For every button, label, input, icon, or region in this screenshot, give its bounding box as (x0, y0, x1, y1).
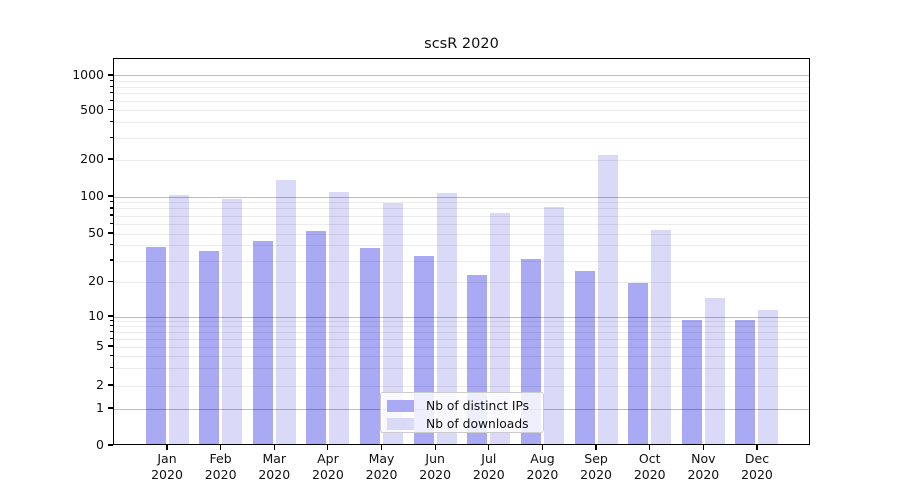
y-minor-tick-mark (110, 85, 113, 87)
y-tick-mark (108, 444, 113, 446)
bar-downloads-jun (436, 193, 457, 444)
x-tick-label-mar: Mar 2020 (258, 451, 291, 482)
bar-distinct-ips-sep (574, 270, 595, 444)
plot-area (113, 58, 810, 445)
legend-row: Nb of distinct IPs (387, 398, 543, 413)
y-tick-mark (108, 108, 113, 111)
y-tick-mark (108, 195, 113, 197)
y-tick-mark (108, 232, 113, 234)
bars-layer (114, 59, 809, 444)
bar-distinct-ips-apr (306, 230, 327, 444)
y-tick-mark (108, 315, 113, 317)
bar-downloads-apr (329, 192, 350, 444)
bar-downloads-aug (543, 206, 564, 444)
y-tick-label: 1 (96, 400, 104, 415)
x-tick-mark (541, 445, 544, 450)
y-tick-mark (108, 407, 113, 409)
x-tick-mark (380, 445, 383, 450)
bar-distinct-ips-mar (252, 241, 273, 444)
x-tick-mark (756, 445, 758, 450)
bar-distinct-ips-may (360, 247, 381, 444)
y-minor-tick-mark (110, 367, 113, 369)
bar-distinct-ips-jan (145, 246, 166, 444)
bar-downloads-oct (651, 229, 672, 444)
x-tick-label-may: May 2020 (365, 451, 398, 482)
x-tick-label-jan: Jan 2020 (151, 451, 183, 482)
y-minor-tick-mark (110, 222, 113, 224)
bar-downloads-jul (490, 212, 511, 444)
y-tick-label: 20 (88, 273, 104, 289)
y-tick-label: 1000 (72, 66, 104, 82)
y-minor-tick-mark (110, 79, 113, 81)
y-minor-tick-mark (110, 319, 113, 322)
legend-label: Nb of downloads (426, 416, 529, 431)
y-tick-mark (108, 384, 113, 386)
y-minor-tick-mark (110, 99, 113, 102)
y-tick-mark (108, 74, 113, 76)
y-minor-tick-mark (110, 259, 113, 261)
bar-distinct-ips-oct (628, 283, 649, 444)
chart-title: scsR 2020 (424, 36, 499, 52)
y-minor-tick-mark (110, 244, 113, 246)
bar-downloads-sep (597, 155, 618, 444)
y-minor-tick-mark (110, 325, 113, 327)
bar-downloads-may (383, 203, 404, 444)
y-tick-label: 50 (88, 225, 104, 240)
bar-distinct-ips-dec (735, 319, 756, 444)
legend-swatch-distinct-ips (387, 399, 414, 412)
y-minor-tick-mark (110, 207, 113, 209)
y-tick-label: 2 (96, 377, 104, 392)
y-tick-label: 500 (80, 101, 104, 117)
bar-downloads-feb (222, 199, 243, 444)
y-minor-tick-mark (110, 354, 113, 357)
x-tick-label-feb: Feb 2020 (204, 451, 237, 482)
y-tick-mark (108, 158, 113, 160)
x-tick-label-jun: Jun 2020 (419, 451, 452, 482)
y-minor-tick-mark (110, 201, 113, 203)
legend: Nb of distinct IPs Nb of downloads (380, 392, 544, 433)
y-tick-mark (108, 345, 113, 347)
x-tick-label-dec: Dec 2020 (741, 451, 773, 482)
x-tick-label-apr: Apr 2020 (312, 451, 344, 482)
x-tick-mark (488, 445, 490, 450)
x-tick-label-sep: Sep 2020 (580, 451, 612, 482)
legend-swatch-downloads (387, 417, 414, 430)
y-minor-tick-mark (110, 214, 113, 216)
y-tick-mark (108, 280, 113, 283)
y-tick-label: 200 (80, 151, 104, 166)
bar-distinct-ips-nov (681, 319, 702, 444)
x-tick-label-jul: Jul 2020 (472, 451, 505, 482)
x-tick-mark (166, 445, 168, 450)
bar-downloads-jan (168, 195, 189, 444)
x-tick-mark (220, 445, 222, 450)
legend-label: Nb of distinct IPs (426, 398, 530, 413)
y-tick-label: 0 (96, 437, 104, 452)
y-tick-label: 5 (96, 338, 104, 353)
y-minor-tick-mark (110, 92, 113, 94)
x-tick-mark (434, 445, 436, 450)
bar-downloads-nov (704, 298, 725, 444)
bar-distinct-ips-feb (199, 250, 220, 444)
x-tick-mark (327, 445, 329, 450)
y-minor-tick-mark (110, 330, 113, 333)
y-tick-label: 100 (80, 188, 104, 203)
y-minor-tick-mark (110, 337, 113, 339)
y-minor-tick-mark (110, 120, 113, 123)
x-tick-mark (702, 445, 704, 450)
legend-row: Nb of downloads (387, 416, 543, 431)
bar-downloads-mar (275, 179, 296, 444)
x-tick-mark (273, 445, 275, 450)
x-tick-label-oct: Oct 2020 (633, 451, 666, 482)
bar-downloads-dec (758, 310, 779, 444)
x-tick-mark (649, 445, 651, 450)
x-tick-label-nov: Nov 2020 (687, 451, 720, 482)
x-tick-label-aug: Aug 2020 (526, 451, 559, 482)
y-tick-label: 10 (88, 308, 104, 323)
x-tick-mark (595, 445, 597, 450)
y-minor-tick-mark (110, 136, 113, 138)
